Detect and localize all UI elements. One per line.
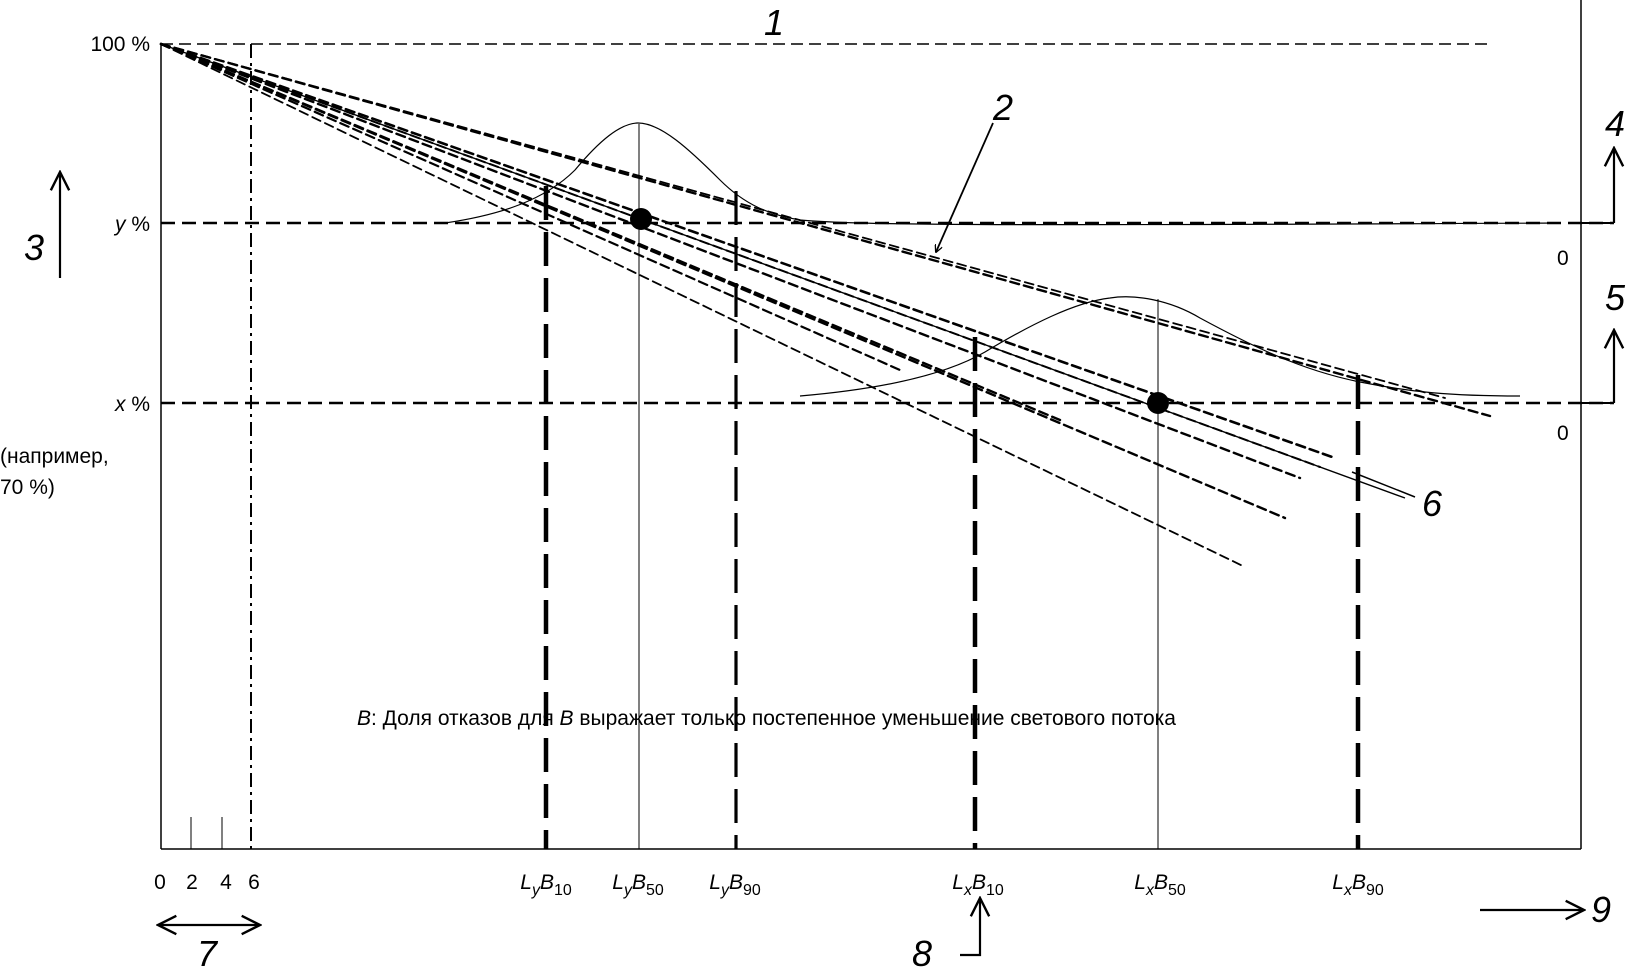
callout-2-arrow [936, 122, 994, 252]
callout-2: 2 [992, 87, 1013, 128]
label-LxB90: LxB90 [1332, 871, 1384, 899]
x-tick-label: 2 [186, 871, 198, 894]
x-tick-label: 4 [220, 871, 232, 894]
zero-label-y: 0 [1557, 247, 1569, 270]
zero-label-x: 0 [1557, 422, 1569, 445]
y-label-x: x % [114, 393, 150, 416]
label-LyB10: LyB10 [520, 871, 572, 899]
y-label-100: 100 % [90, 33, 150, 56]
degradation-curve [160, 43, 1246, 568]
callout-8: 8 [912, 933, 932, 973]
callout-3: 3 [24, 227, 44, 268]
callout-5: 5 [1605, 277, 1626, 318]
callout-9: 9 [1591, 889, 1611, 930]
degradation-curve [160, 43, 1446, 399]
median-curve [160, 43, 1406, 499]
callout-6: 6 [1422, 483, 1443, 524]
degradation-curve [159, 42, 1062, 422]
callout-6-leader [1351, 471, 1416, 498]
x-tick-label: 6 [248, 871, 260, 894]
y-label-example-1: (например, [0, 445, 109, 468]
label-LxB50: LxB50 [1134, 871, 1186, 899]
degradation-curve [159, 42, 1302, 480]
callout-4: 4 [1605, 103, 1625, 144]
distribution-curve-y [444, 122, 1561, 226]
degradation-curve [159, 42, 1337, 460]
median-point-x [1147, 392, 1169, 414]
degradation-curves [159, 42, 1492, 568]
label-LxB10: LxB10 [952, 871, 1004, 899]
label-LyB90: LyB90 [709, 871, 761, 899]
degradation-curve [159, 42, 902, 372]
arrow-8 [960, 898, 980, 957]
callout-1: 1 [764, 2, 784, 43]
distribution-curve-x [799, 296, 1521, 397]
label-LyB50: LyB50 [612, 871, 664, 899]
note-text: B: Доля отказов для B выражает только по… [357, 707, 1176, 730]
degradation-curve [159, 42, 1492, 418]
y-label-example-2: 70 %) [0, 476, 55, 499]
median-point-y [630, 208, 652, 230]
x-tick-label: 0 [154, 871, 166, 894]
callout-7: 7 [197, 933, 219, 973]
y-label-y: y % [113, 213, 150, 236]
